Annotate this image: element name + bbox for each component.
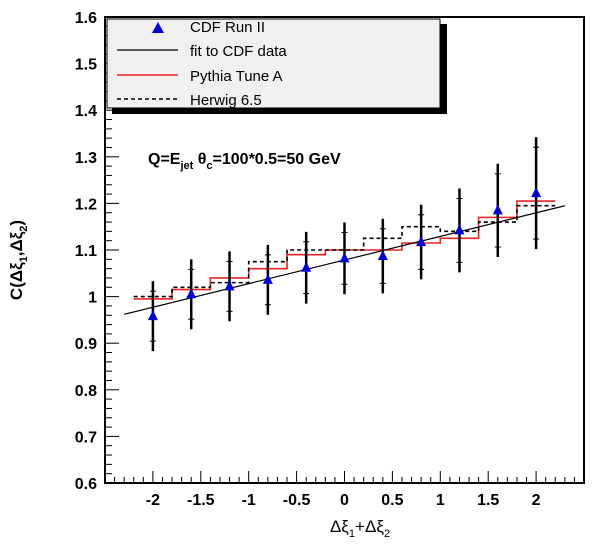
y-tick-label: 0.6 [75, 476, 97, 493]
y-title-part1: C(Δξ [7, 262, 26, 300]
y-tick-label: 0.8 [75, 383, 97, 400]
legend-marker-cdf [152, 22, 164, 33]
annotation-theta: θ [193, 151, 206, 168]
x-title-part2: +Δξ [355, 517, 384, 536]
x-tick-label: -1.5 [187, 492, 215, 509]
x-axis-ticks: -2 -1.5 -1 -0.5 0 0.5 1 1.5 2 [114, 471, 575, 509]
x-tick-label: -2 [146, 492, 160, 509]
x-tick-label: 0 [340, 492, 349, 509]
y-tick-label: 1.1 [75, 243, 97, 260]
x-title-sub2: 2 [384, 528, 390, 540]
y-tick-label: 0.9 [75, 336, 97, 353]
annotation-sub-jet: jet [179, 160, 193, 172]
data-point [531, 187, 542, 198]
y-title-sub2: 2 [18, 226, 30, 232]
y-axis-title: C(Δξ1,Δξ2) [7, 220, 30, 300]
x-tick-label: -0.5 [283, 492, 311, 509]
annotation-sub-c: c [206, 160, 212, 172]
y-title-part2: ,Δξ [7, 231, 26, 256]
y-tick-label: 1 [88, 290, 97, 307]
x-axis-title: Δξ1+Δξ2 [330, 517, 390, 540]
legend: CDF Run II fit to CDF data Pythia Tune A… [106, 18, 447, 114]
plot-content [124, 137, 565, 352]
chart-annotation: Q=Ejet θc=100*0.5=50 GeV [148, 151, 341, 172]
data-point [492, 204, 503, 215]
data-point [301, 261, 312, 272]
annotation-pre: Q=E [148, 151, 181, 168]
y-tick-label: 0.7 [75, 429, 97, 446]
x-title-sub1: 1 [349, 528, 355, 540]
legend-box [106, 18, 441, 109]
legend-label-herwig: Herwig 6.5 [190, 92, 262, 109]
y-tick-label: 1.3 [75, 150, 97, 167]
x-tick-label: -1 [242, 492, 256, 509]
legend-label-cdf: CDF Run II [190, 19, 265, 36]
data-point [454, 224, 465, 235]
x-title-part1: Δξ [330, 517, 349, 536]
annotation-post: =100*0.5=50 GeV [213, 151, 341, 168]
data-point [147, 310, 158, 321]
y-tick-label: 1.5 [75, 57, 97, 74]
legend-label-pythia: Pythia Tune A [190, 68, 283, 85]
legend-label-fit: fit to CDF data [190, 43, 287, 60]
x-tick-label: 1.5 [477, 492, 499, 509]
herwig-step-line [133, 204, 556, 298]
y-tick-label: 1.4 [75, 103, 97, 120]
x-tick-label: 1 [436, 492, 445, 509]
data-point [186, 288, 197, 299]
x-tick-label: 2 [532, 492, 541, 509]
data-point [416, 236, 427, 247]
data-point [377, 250, 388, 261]
data-point [339, 252, 350, 263]
y-tick-label: 1.2 [75, 196, 97, 213]
y-title-part3: ) [7, 220, 26, 226]
data-point [262, 273, 273, 284]
y-tick-label: 1.6 [75, 10, 97, 27]
y-title-sub1: 1 [18, 256, 30, 262]
data-point [224, 280, 235, 291]
x-tick-label: 0.5 [381, 492, 403, 509]
